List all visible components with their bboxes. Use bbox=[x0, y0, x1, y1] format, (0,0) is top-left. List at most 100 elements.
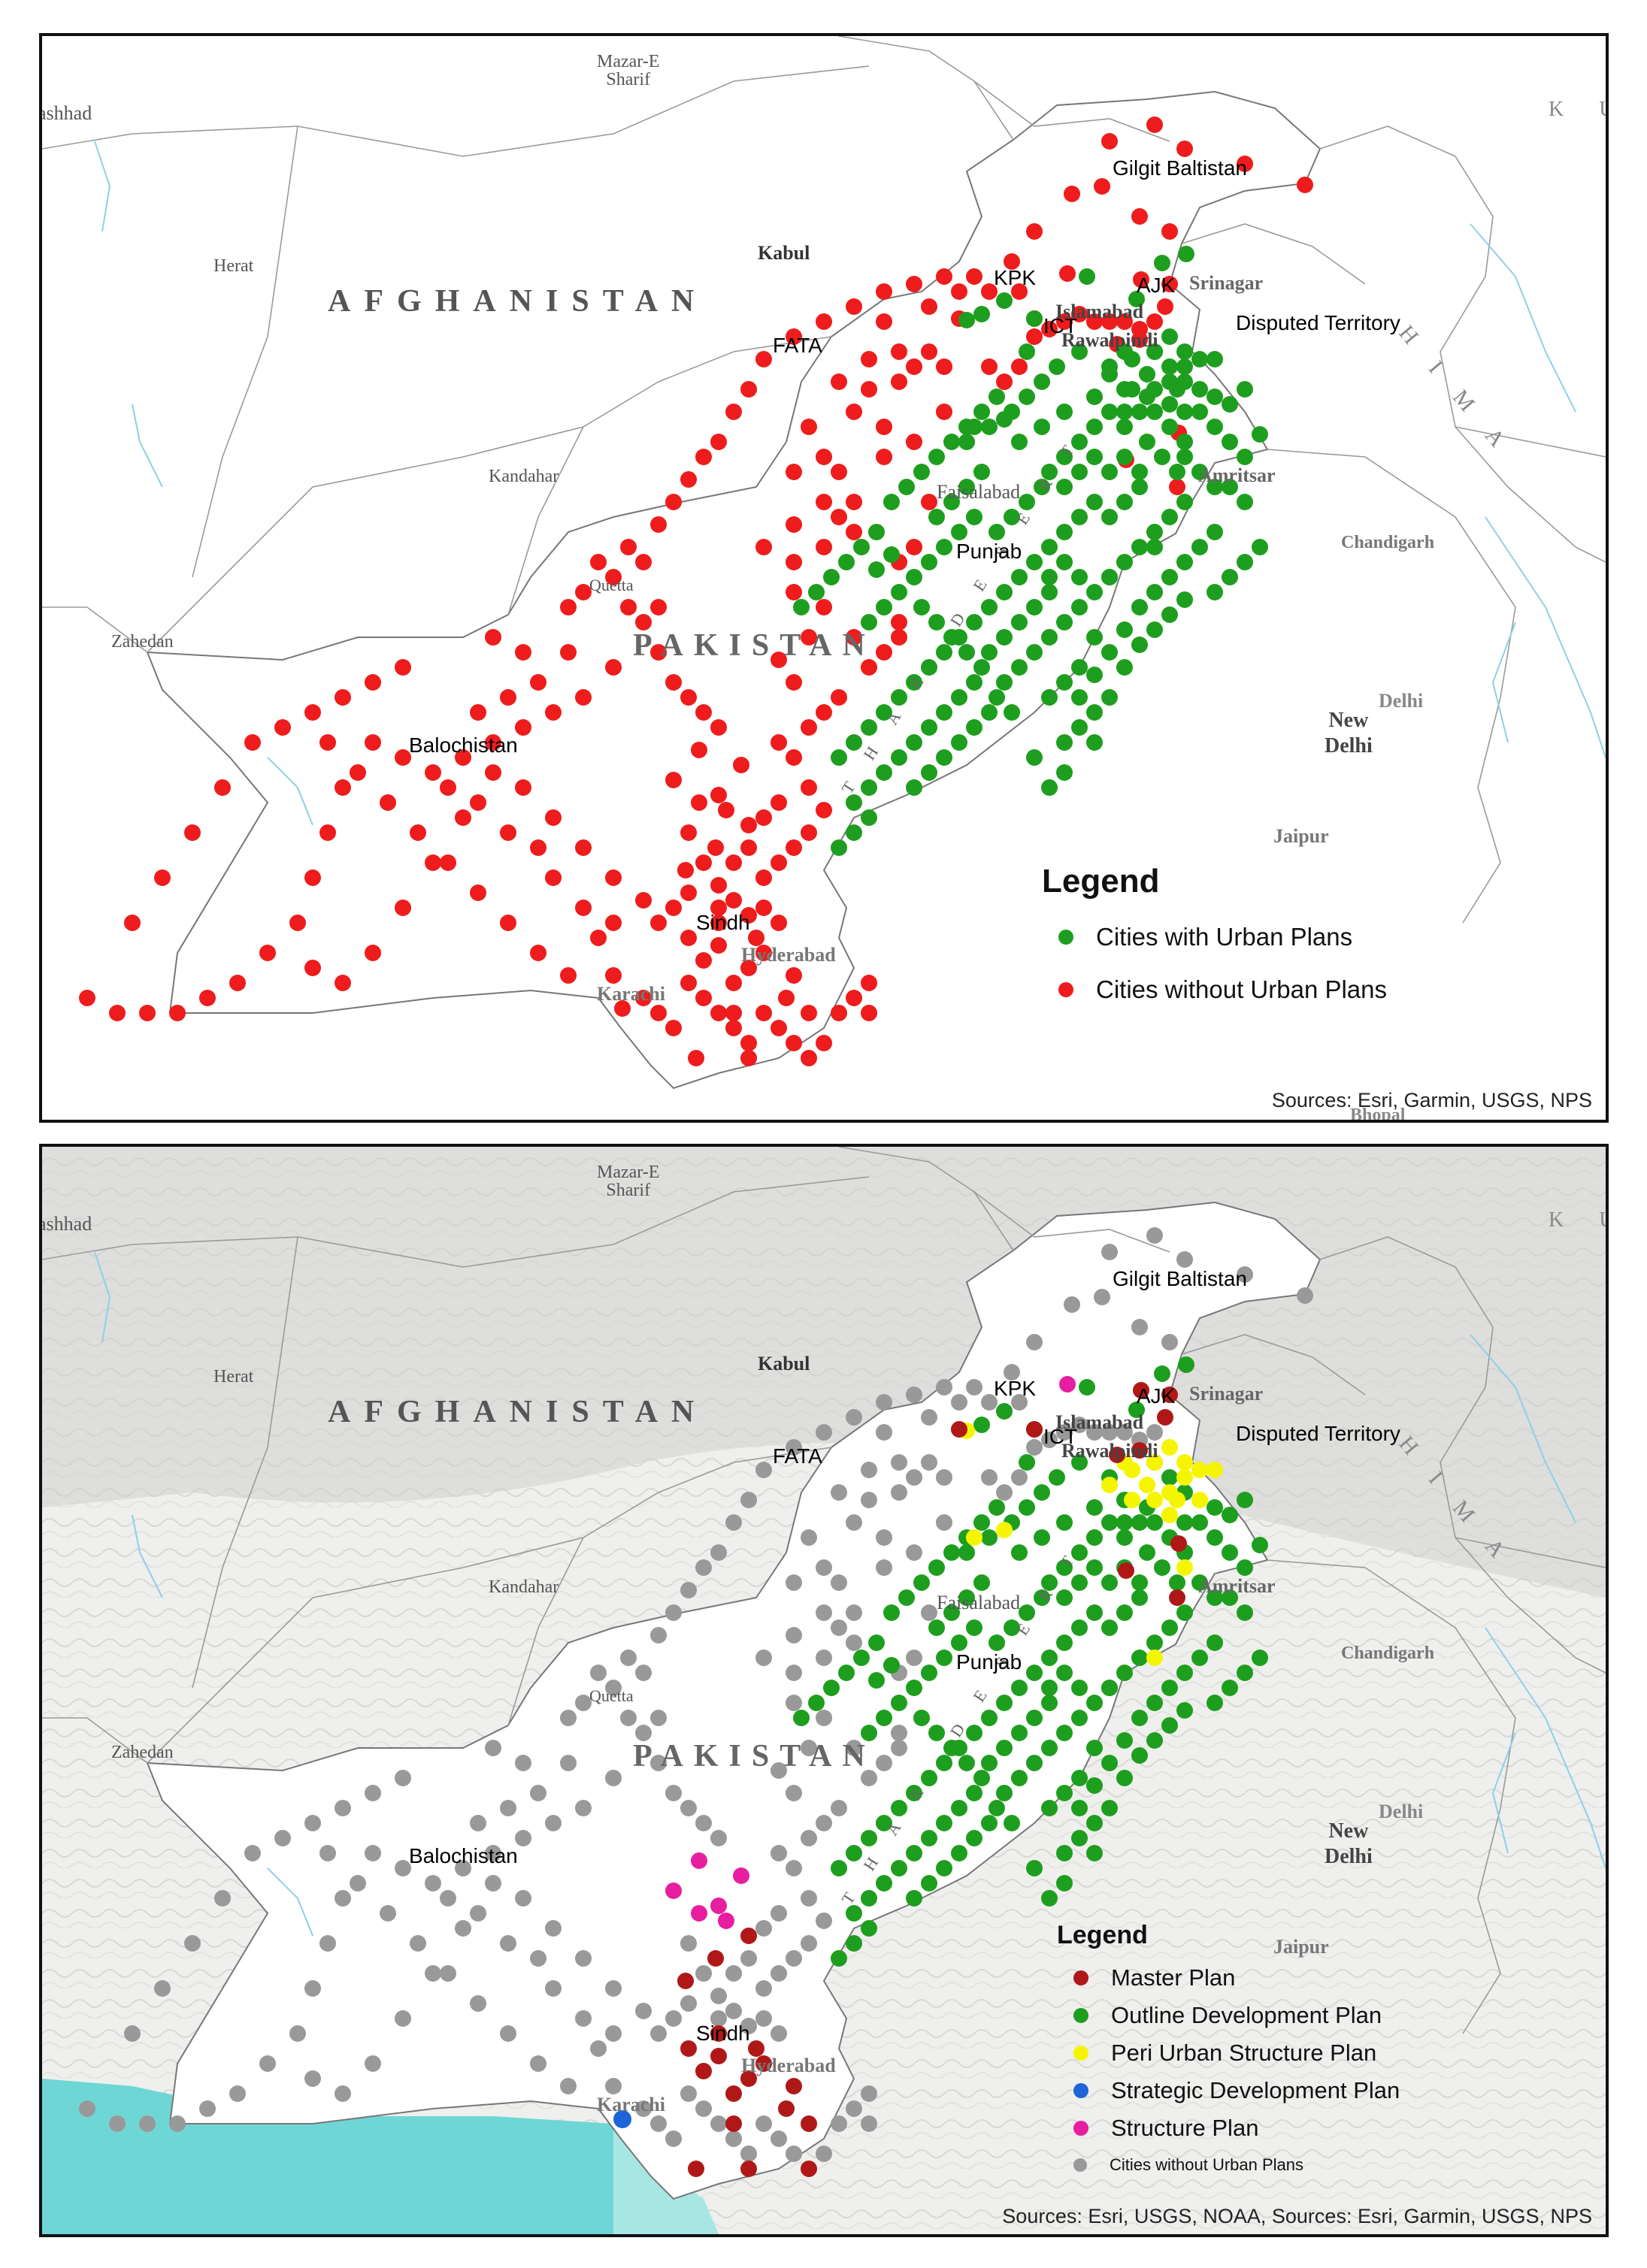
legend-item-peri-urban-structure-plan: Peri Urban Structure Plan bbox=[1073, 2040, 1376, 2067]
city-with-plan bbox=[876, 764, 892, 781]
city-with-plan bbox=[846, 794, 862, 811]
label-mazar-e-sharif: Mazar-E Sharif bbox=[597, 1163, 660, 1200]
city-without-plan bbox=[274, 719, 291, 736]
city-without-plan bbox=[755, 1920, 772, 1937]
city-with-plan bbox=[793, 599, 810, 615]
border-line bbox=[42, 65, 870, 157]
city-without-plan bbox=[921, 1409, 937, 1426]
city-without-plan bbox=[605, 659, 622, 676]
city-without-plan bbox=[801, 629, 817, 646]
city-without-plan bbox=[801, 719, 817, 736]
city-with-plan bbox=[1071, 434, 1088, 450]
city-with-plan bbox=[1004, 704, 1020, 721]
outline-development-plan-city bbox=[891, 1860, 907, 1876]
outline-development-plan-city bbox=[989, 1499, 1005, 1516]
city-without-plan bbox=[740, 907, 757, 924]
city-with-plan bbox=[1086, 449, 1103, 465]
city-with-plan bbox=[1116, 343, 1133, 360]
border-line bbox=[1319, 1236, 1606, 1674]
peri-urban-structure-plan-city bbox=[1101, 1477, 1118, 1493]
label-karakoram: K U bbox=[1549, 1208, 1606, 1232]
city-with-plan bbox=[1154, 255, 1170, 271]
city-without-plan bbox=[771, 1845, 787, 1861]
city-without-plan bbox=[575, 839, 592, 856]
city-without-plan bbox=[786, 749, 802, 766]
city-without-plan bbox=[755, 809, 772, 826]
city-with-plan bbox=[1237, 449, 1253, 465]
outline-development-plan-city bbox=[1116, 1529, 1133, 1546]
label-amritsar: Amritsar bbox=[1198, 1575, 1276, 1597]
city-with-plan bbox=[1101, 569, 1118, 585]
city-without-plan bbox=[748, 930, 764, 946]
city-without-plan bbox=[515, 779, 531, 796]
city-without-plan bbox=[816, 313, 832, 330]
city-with-plan bbox=[1116, 419, 1133, 435]
outline-development-plan-city bbox=[1086, 1559, 1103, 1576]
city-with-plan bbox=[861, 614, 877, 631]
city-without-plan bbox=[740, 2018, 757, 2034]
city-without-plan bbox=[981, 358, 998, 375]
city-with-plan bbox=[1101, 689, 1118, 706]
outline-development-plan-city bbox=[1034, 1484, 1050, 1501]
city-without-plan bbox=[861, 1770, 877, 1786]
outline-development-plan-city bbox=[846, 1935, 862, 1952]
outline-development-plan-city-group bbox=[793, 1356, 1268, 1967]
city-with-plan bbox=[853, 539, 870, 555]
city-without-plan bbox=[725, 892, 742, 909]
legend-item-without-plans: Cities without Urban Plans bbox=[1058, 975, 1387, 1004]
city-without-plan bbox=[786, 839, 802, 856]
city-without-plan bbox=[801, 419, 817, 435]
city-without-plan bbox=[605, 869, 622, 886]
master-plan-city bbox=[740, 1928, 757, 1944]
blue-dot-icon bbox=[1073, 2083, 1088, 2098]
legend-title: Legend bbox=[1042, 863, 1160, 900]
city-with-plan bbox=[831, 839, 847, 856]
peri-urban-structure-plan-city bbox=[1206, 1462, 1223, 1478]
city-without-plan bbox=[786, 674, 802, 691]
city-without-plan bbox=[771, 1905, 787, 1922]
city-without-plan bbox=[771, 1965, 787, 1982]
label-srinagar: Srinagar bbox=[1189, 272, 1264, 294]
city-without-plan bbox=[891, 1454, 907, 1471]
city-without-plan bbox=[635, 892, 652, 909]
city-without-plan bbox=[124, 915, 141, 931]
city-without-plan bbox=[725, 2130, 742, 2147]
city-with-plan bbox=[868, 524, 885, 540]
outline-development-plan-city bbox=[1026, 1755, 1043, 1771]
city-without-plan bbox=[786, 1035, 802, 1051]
outline-development-plan-city bbox=[1237, 1559, 1253, 1576]
city-without-plan bbox=[319, 734, 336, 751]
outline-development-plan-city bbox=[1004, 1619, 1020, 1636]
city-without-plan bbox=[635, 2100, 652, 2117]
outline-development-plan-city bbox=[1086, 1695, 1103, 1711]
city-without-plan bbox=[740, 1950, 757, 1967]
outline-development-plan-city bbox=[1146, 1634, 1163, 1651]
city-without-plan bbox=[289, 915, 306, 931]
outline-development-plan-city bbox=[1252, 1537, 1268, 1553]
red-dot-icon bbox=[1058, 982, 1073, 997]
city-without-plan bbox=[680, 1582, 697, 1598]
city-without-plan bbox=[677, 862, 694, 878]
city-with-plan bbox=[1146, 621, 1163, 638]
city-without-plan bbox=[515, 719, 531, 736]
province-disputed-territory: Disputed Territory bbox=[1236, 311, 1400, 334]
dark-red-dot-icon bbox=[1073, 1970, 1088, 1985]
city-with-plan bbox=[921, 659, 937, 676]
city-without-plan bbox=[831, 1484, 847, 1501]
city-without-plan bbox=[710, 434, 727, 450]
city-without-plan bbox=[740, 1035, 757, 1051]
city-without-plan bbox=[650, 1005, 667, 1021]
city-with-plan bbox=[1191, 351, 1208, 367]
city-without-plan bbox=[695, 1965, 712, 1982]
city-without-plan bbox=[921, 494, 937, 510]
city-without-plan bbox=[425, 764, 441, 781]
border-line bbox=[1181, 223, 1366, 285]
city-without-plan bbox=[786, 328, 802, 345]
outline-development-plan-city bbox=[1056, 1634, 1073, 1651]
city-without-plan bbox=[545, 1920, 562, 1937]
city-without-plan bbox=[771, 1020, 787, 1036]
city-without-plan bbox=[831, 689, 847, 706]
outline-development-plan-city bbox=[1128, 1402, 1145, 1418]
label-pakistan: PAKISTAN bbox=[633, 628, 876, 663]
city-with-plan bbox=[808, 584, 825, 600]
